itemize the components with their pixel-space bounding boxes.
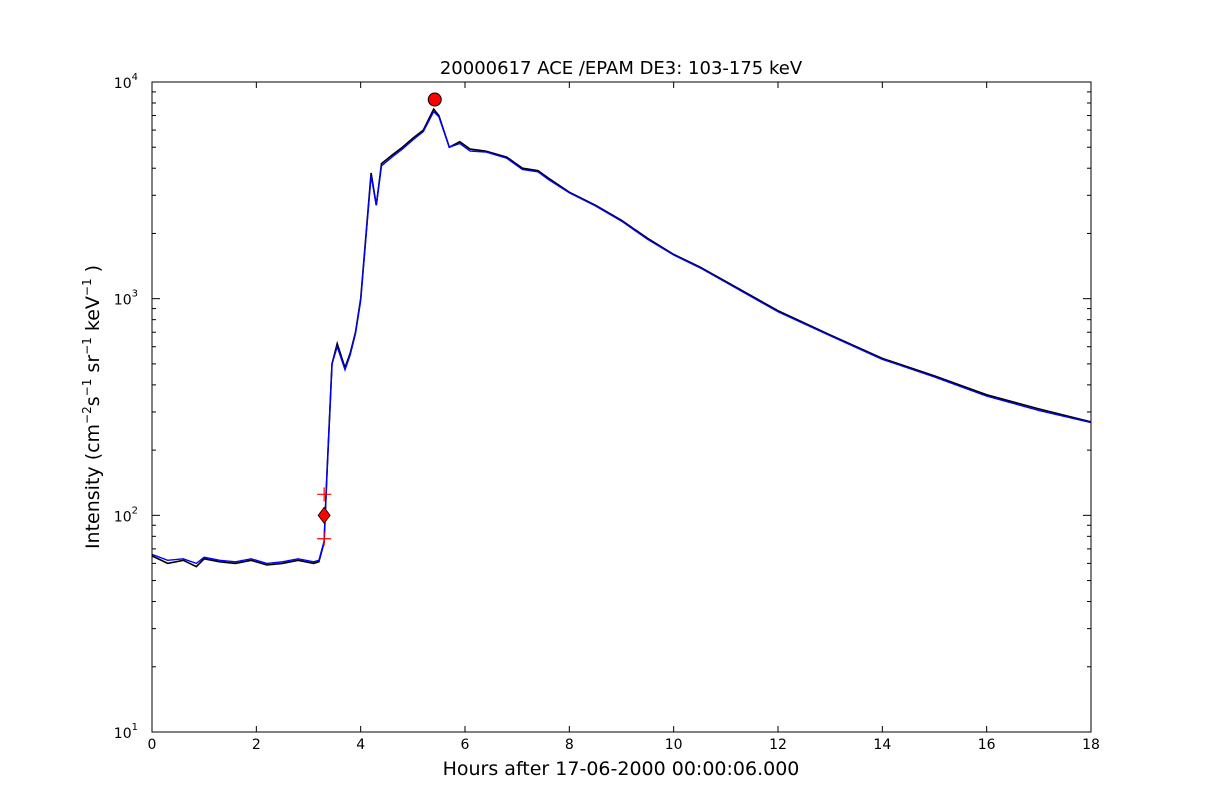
x-tick-label: 14 <box>873 737 891 753</box>
x-tick-label: 10 <box>665 737 683 753</box>
x-axis-label: Hours after 17-06-2000 00:00:06.000 <box>443 758 800 780</box>
y-tick-label: 101 <box>114 722 138 742</box>
x-axis: 0 2 4 6 8 10 12 14 16 18 <box>148 82 1100 753</box>
onset-bound-marker-2 <box>317 487 332 502</box>
x-tick-label: 12 <box>769 737 787 753</box>
y-tick-label: 104 <box>114 72 138 92</box>
y-label-sup4: −1 <box>80 278 94 296</box>
x-tick-label: 4 <box>356 737 365 753</box>
x-tick-label: 2 <box>252 737 261 753</box>
y-tick-label: 102 <box>114 505 138 525</box>
y-label-sr: sr <box>82 355 104 379</box>
plot-frame <box>151 81 1092 733</box>
x-tick-label: 18 <box>1082 737 1100 753</box>
y-label-s: s <box>82 396 104 406</box>
onset-bound-marker-3 <box>317 531 332 546</box>
y-axis-label: Intensity (cm−2s−1 sr−1 keV−1 ) <box>80 265 104 549</box>
plot-area <box>151 92 1092 568</box>
y-label-sup2: −1 <box>80 379 94 397</box>
y-label-sup1: −2 <box>80 406 94 424</box>
y-label-kev: keV <box>82 296 104 337</box>
chart-title: 20000617 ACE /EPAM DE3: 103-175 keV <box>440 58 803 79</box>
x-tick-label: 0 <box>148 737 157 753</box>
x-tick-label: 8 <box>565 737 574 753</box>
series-line-1 <box>151 110 1092 565</box>
y-label-prefix: Intensity (cm <box>82 424 104 549</box>
y-label-sup3: −1 <box>80 337 94 355</box>
x-tick-label: 16 <box>978 737 996 753</box>
peak-marker <box>427 92 442 107</box>
y-label-suffix: ) <box>82 265 104 278</box>
series-line-0 <box>151 107 1092 568</box>
y-tick-label: 103 <box>114 289 138 309</box>
x-tick-label: 6 <box>461 737 470 753</box>
y-axis: 101 102 103 104 <box>114 72 1091 742</box>
onset-marker <box>317 506 331 524</box>
